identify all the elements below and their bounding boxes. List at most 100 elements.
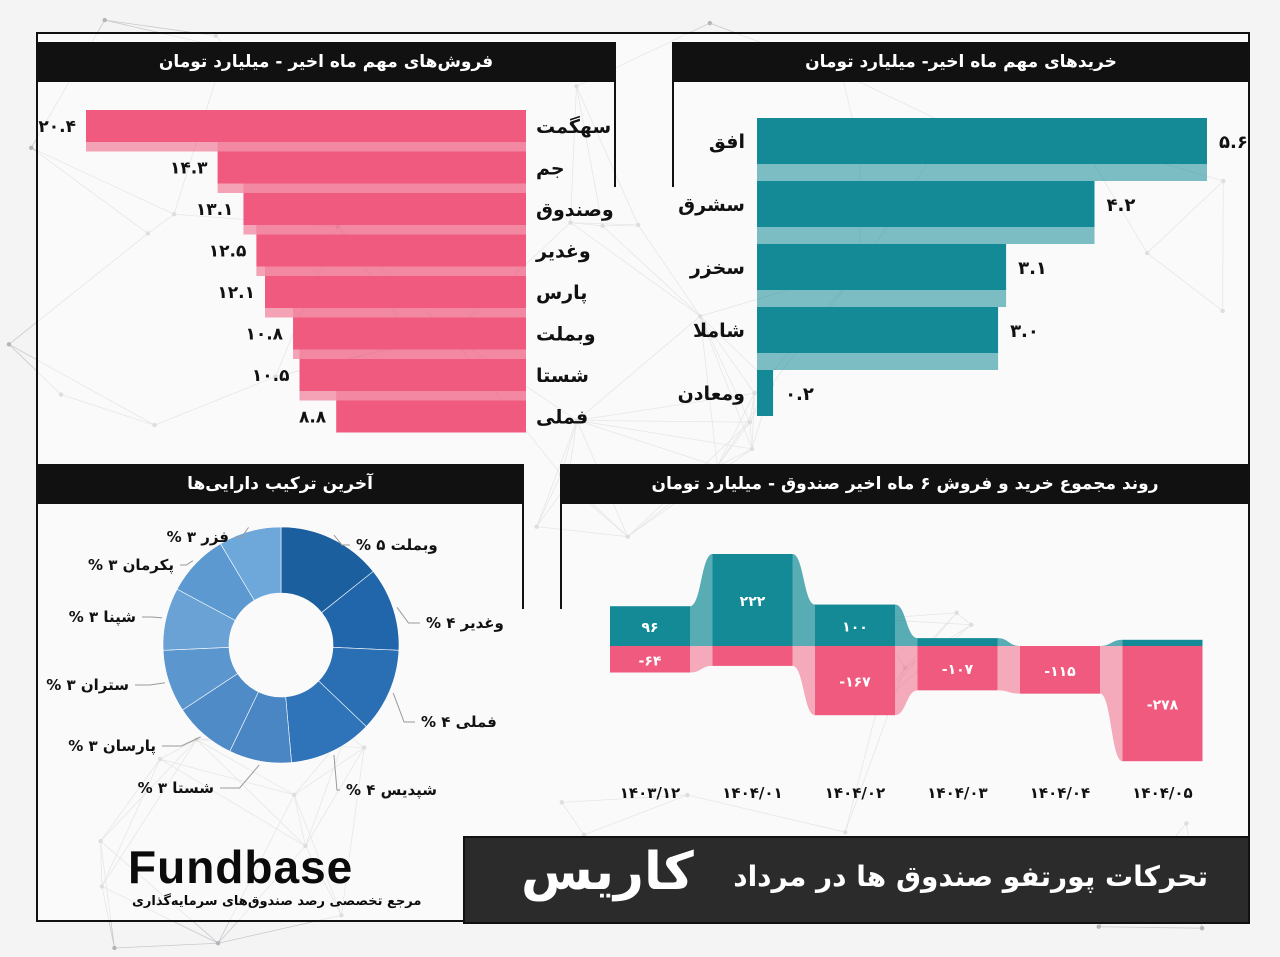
sales-bar-connector — [299, 349, 526, 359]
trend-sell-label: -۱۰۷ — [942, 662, 974, 678]
trend-buy-flow — [997, 638, 1020, 646]
donut-label: % ۴ وغدیر — [426, 614, 504, 632]
sales-value-label: ۸.۸ — [299, 408, 327, 428]
buys-value-label: ۵.۶ — [1219, 132, 1248, 153]
buys-category-label: سخزر — [689, 257, 745, 279]
sales-bar-connector — [293, 308, 526, 318]
trend-buy-flow — [792, 554, 815, 646]
donut-leader-line — [180, 560, 194, 566]
trend-panel-divider — [560, 464, 562, 609]
sales-category-label: سهگمت — [536, 115, 611, 138]
network-node — [1199, 925, 1205, 931]
donut-slice — [220, 526, 282, 601]
trend-buy-bar — [1122, 639, 1203, 646]
sales-category-label: جم — [536, 158, 565, 180]
sales-bar — [217, 151, 526, 184]
donut-leader-line — [162, 736, 201, 747]
donut-label: % ۳ فزر — [167, 528, 229, 546]
sales-value-label: ۲۰.۴ — [38, 117, 76, 137]
trend-x-tick: ۱۴۰۳/۱۲ — [620, 784, 680, 802]
sales-value-label: ۱۲.۵ — [209, 242, 247, 262]
buys-category-label: شاملا — [693, 320, 745, 342]
sales-bar-connector — [243, 183, 526, 193]
donut-label: % ۳ شستا — [138, 779, 214, 797]
donut-leader-line — [333, 754, 340, 791]
buys-bar-connector — [757, 353, 999, 370]
donut-label: % ۵ وبملت — [356, 536, 438, 554]
trend-sell-flow — [690, 646, 713, 673]
sales-bar-connector — [265, 266, 526, 276]
trend-sell-label: -۱۶۷ — [839, 675, 871, 691]
trend-sell-flow — [997, 646, 1020, 694]
buys-bar — [757, 370, 774, 416]
trend-x-tick: ۱۴۰۴/۰۲ — [825, 784, 885, 802]
donut-label: % ۳ شپنا — [69, 608, 136, 627]
sales-bar-connector — [217, 183, 526, 193]
trend-buy-label: ۹۶ — [641, 620, 658, 636]
network-node — [102, 17, 107, 23]
assets-panel-title: آخرین ترکیب دارایی‌ها — [36, 464, 524, 504]
trend-sell-label: -۲۷۸ — [1147, 698, 1179, 714]
buys-bar — [757, 244, 1007, 290]
network-node — [215, 941, 221, 946]
trend-x-tick: ۱۴۰۴/۰۴ — [1030, 784, 1090, 802]
sales-category-label: وصندوق — [536, 199, 614, 221]
trend-panel-title: روند مجموع خرید و فروش ۶ ماه اخیر صندوق … — [560, 464, 1250, 504]
buys-value-label: ۳.۰ — [1010, 321, 1039, 342]
sales-bar-connector — [256, 225, 526, 235]
donut-label: % ۴ فملی — [421, 713, 497, 731]
buys-value-label: ۰.۲ — [785, 384, 814, 405]
donut-label: % ۳ پکرمان — [88, 556, 174, 575]
buys-bar-chart: ۵.۶ افق ۴.۲ سشرق ۳.۱ سخزر ۳.۰ شاملا ۰.۲ ومعادن — [678, 118, 1248, 416]
network-node — [1096, 924, 1101, 929]
buys-bar — [757, 307, 999, 353]
buys-value-label: ۴.۲ — [1107, 195, 1136, 216]
sales-category-label: پارس — [536, 282, 587, 304]
network-node — [6, 342, 12, 347]
sales-bar — [243, 193, 526, 225]
sales-value-label: ۱۳.۱ — [196, 200, 234, 220]
sales-bar — [256, 234, 526, 267]
trend-sell-flow — [792, 646, 815, 716]
buys-category-label: ومعادن — [678, 383, 745, 405]
sales-value-label: ۱۴.۳ — [170, 159, 208, 179]
trend-x-tick: ۱۴۰۴/۰۵ — [1132, 784, 1192, 802]
footer-banner: تحرکات پورتفو صندوق ها در مرداد کاریس — [463, 836, 1250, 924]
donut-leader-line — [392, 692, 415, 723]
fund-name: کاریس — [521, 842, 694, 902]
trend-buy-flow — [1100, 639, 1123, 646]
donut-leader-line — [220, 764, 260, 789]
sales-bar-connector — [86, 142, 526, 152]
network-line — [1098, 926, 1203, 929]
trend-sell-bar — [712, 646, 793, 666]
network-node — [29, 145, 34, 151]
donut-leader-line — [333, 534, 350, 546]
trend-buy-bar — [815, 604, 895, 646]
sales-bar-connector — [299, 391, 526, 401]
sales-category-label: شستا — [536, 365, 589, 387]
logo-wordmark: Fundbase — [128, 841, 354, 893]
buys-bar-connector — [757, 164, 1207, 181]
trend-buy-flow — [690, 554, 713, 646]
sales-category-label: وبملت — [536, 324, 596, 346]
buys-bar — [757, 118, 1207, 164]
donut-leader-line — [396, 607, 420, 624]
sales-bar — [293, 317, 526, 350]
sales-bar-chart: ۲۰.۴ سهگمت ۱۴.۳ جم ۱۳.۱ وصندوق ۱۲.۵ وغدیر ۱۲.۱ پا… — [38, 110, 614, 433]
trend-sell-bar — [1122, 646, 1203, 762]
buys-panel-title: خریدهای مهم ماه اخیر- میلیارد تومان — [672, 42, 1250, 82]
sales-bar-connector — [243, 225, 526, 235]
assets-panel-divider — [522, 464, 524, 609]
trend-sell-flow — [1100, 646, 1123, 762]
sales-value-label: ۱۲.۱ — [217, 283, 255, 303]
assets-donut-chart: % ۵ وبملت % ۴ وغدیر % ۴ فملی % ۴ شپدیس % ۳ ش… — [46, 526, 504, 800]
network-line — [114, 942, 219, 949]
network-node — [112, 945, 117, 951]
buys-bar-connector — [757, 227, 1095, 244]
buys-category-label: افق — [709, 131, 745, 153]
trend-sell-bar — [610, 646, 690, 673]
trend-buy-label: ۲۲۲ — [740, 594, 766, 610]
sales-bar — [299, 359, 526, 391]
sales-bar-connector — [293, 349, 526, 359]
sales-category-label: وغدیر — [535, 241, 591, 263]
